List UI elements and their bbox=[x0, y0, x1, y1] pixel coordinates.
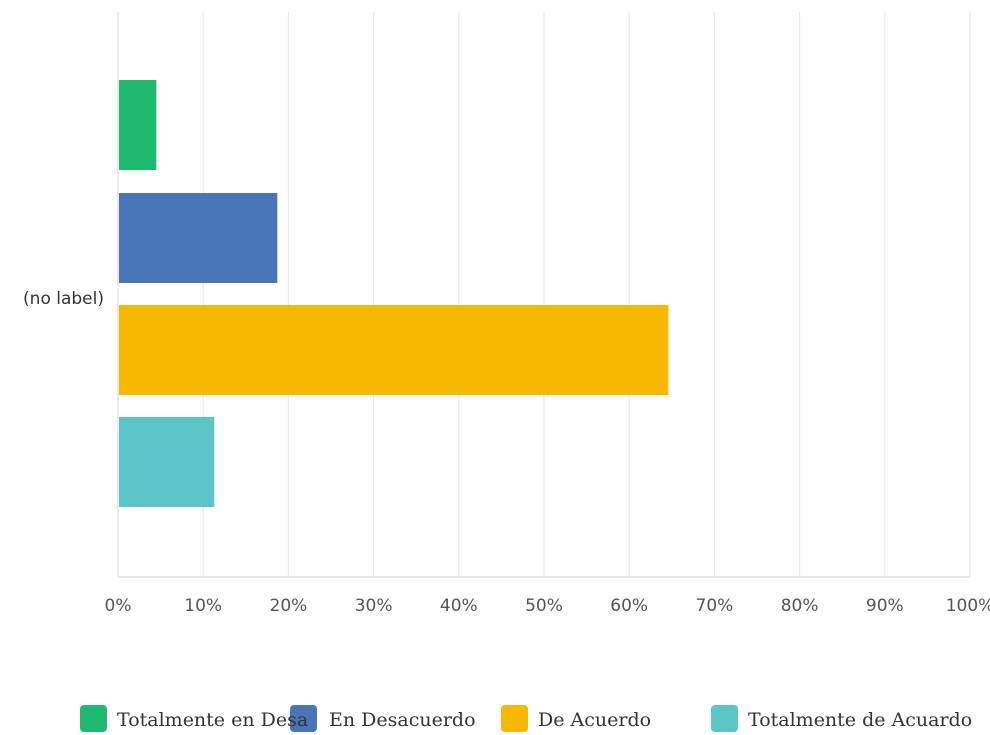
legend-swatch bbox=[501, 705, 528, 732]
bar bbox=[119, 80, 157, 170]
gridlines bbox=[202, 12, 971, 577]
x-tick-label: 40% bbox=[440, 596, 478, 616]
x-tick-label: 80% bbox=[781, 596, 819, 616]
legend-swatch bbox=[711, 705, 738, 732]
legend-label: Totalmente en Desa bbox=[117, 709, 308, 731]
x-tick-label: 0% bbox=[105, 596, 132, 616]
bars bbox=[119, 80, 669, 507]
x-tick-label: 60% bbox=[610, 596, 648, 616]
x-tick-label: 50% bbox=[525, 596, 563, 616]
x-tick-label: 30% bbox=[355, 596, 393, 616]
legend-label: Totalmente de Acuardo bbox=[748, 709, 972, 731]
x-tick-label: 100% bbox=[946, 596, 990, 616]
legend-swatch bbox=[290, 705, 317, 732]
x-tick-label: 20% bbox=[270, 596, 308, 616]
bar bbox=[119, 193, 278, 283]
bar bbox=[119, 417, 215, 507]
legend: Totalmente en Desa En Desacuerdo De Acuerd… bbox=[80, 705, 972, 732]
x-tick-label: 90% bbox=[866, 596, 904, 616]
axis bbox=[117, 12, 970, 578]
legend-label: De Acuerdo bbox=[538, 709, 651, 731]
category-label: (no label) bbox=[23, 289, 104, 309]
x-tick-label: 70% bbox=[696, 596, 734, 616]
legend-label: En Desacuerdo bbox=[329, 709, 476, 731]
legend-swatch bbox=[80, 705, 107, 732]
bar bbox=[119, 305, 669, 395]
x-tick-label: 10% bbox=[184, 596, 222, 616]
tick-labels: 0% 10% 20% 30% 40% 50% 60% 70% 80% 90% 100% bbox=[105, 596, 990, 616]
